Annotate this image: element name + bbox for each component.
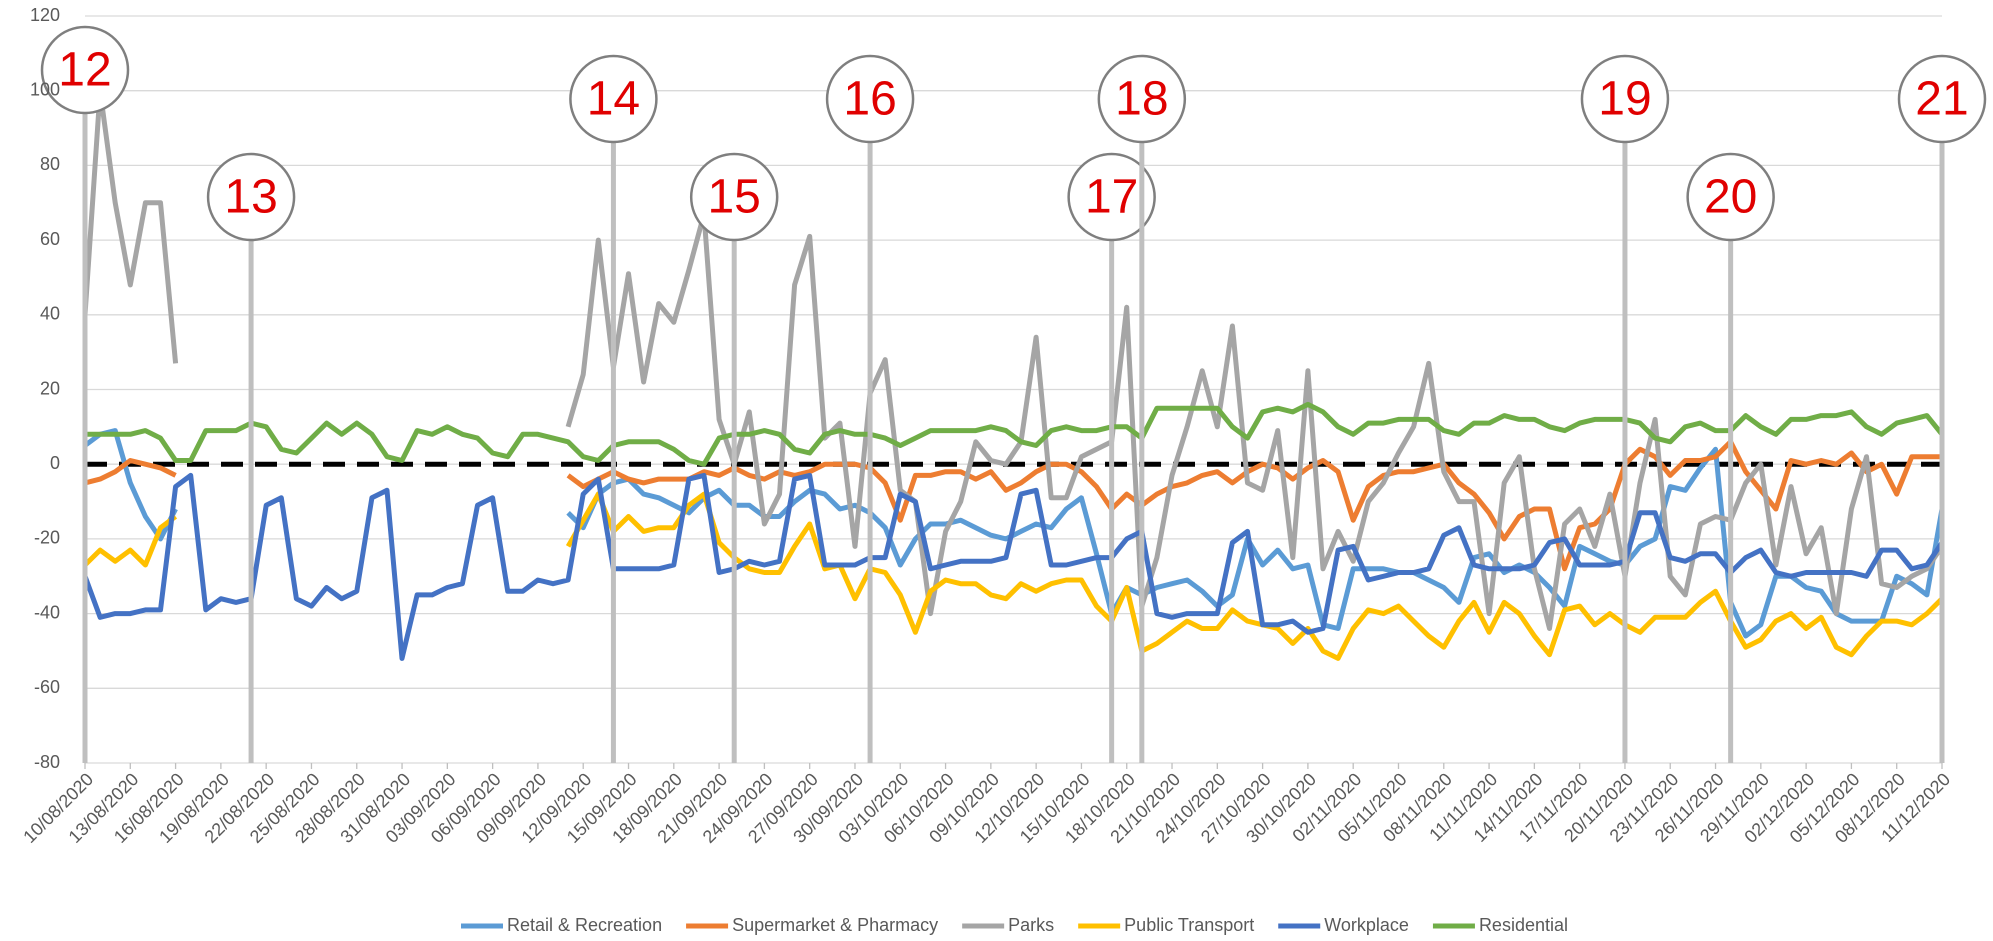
series-line — [84, 439, 1942, 572]
series-line — [82, 472, 1945, 661]
legend-item: Workplace — [1278, 915, 1409, 935]
y-tick-label: 0 — [50, 453, 60, 473]
legend-label: Public Transport — [1124, 915, 1254, 935]
legend-item: Supermarket & Pharmacy — [686, 915, 938, 935]
annotation-circle — [1580, 54, 1670, 144]
annotations: 12 13 14 15 16 17 18 19 20 21 — [40, 25, 1987, 763]
legend-label: Residential — [1479, 915, 1568, 935]
annotation-circle — [206, 152, 296, 242]
annotation-circle — [689, 152, 779, 242]
annotation-label: 17 — [1085, 171, 1138, 224]
legend-item: Public Transport — [1078, 915, 1254, 935]
series-line — [85, 401, 1944, 467]
annotation-circle — [825, 54, 915, 144]
legend-label: Workplace — [1324, 915, 1409, 935]
annotation-label: 19 — [1598, 73, 1651, 126]
annotation-label: 15 — [707, 171, 760, 224]
y-tick-label: 20 — [40, 378, 60, 398]
legend-label: Supermarket & Pharmacy — [732, 915, 938, 935]
annotation-label: 13 — [224, 171, 277, 224]
legend-item: Retail & Recreation — [461, 915, 662, 935]
y-tick-label: 100 — [30, 79, 60, 99]
annotation-circle — [1686, 152, 1775, 242]
annotation-circle — [1897, 54, 1987, 144]
y-tick-label: -20 — [34, 528, 60, 548]
y-tick-label: 120 — [30, 5, 60, 25]
series-line — [83, 491, 1944, 661]
annotation-circle — [1067, 152, 1156, 242]
annotation-circle — [1097, 54, 1187, 144]
annotation-label: 18 — [1115, 73, 1168, 126]
y-tick-label: -40 — [34, 602, 60, 622]
annotation-label: 20 — [1704, 171, 1757, 224]
annotation-label: 21 — [1915, 73, 1968, 126]
legend: Retail & Recreation Supermarket & Pharmac… — [461, 915, 1568, 935]
legend-item: Parks — [962, 915, 1054, 935]
legend-item: Residential — [1432, 915, 1568, 935]
y-tick-label: 80 — [40, 154, 60, 174]
y-tick-label: 40 — [40, 304, 60, 324]
y-tick-label: -60 — [34, 677, 60, 697]
annotation-label: 16 — [843, 73, 896, 126]
annotation-circle — [569, 54, 658, 144]
y-tick-label: 60 — [40, 229, 60, 249]
y-tick-label: -80 — [34, 752, 60, 772]
annotation-label: 12 — [58, 44, 111, 97]
legend-label: Retail & Recreation — [507, 915, 662, 935]
annotation-label: 14 — [587, 73, 640, 126]
legend-label: Parks — [1008, 915, 1054, 935]
annotation-circle — [40, 25, 130, 115]
plot-lines — [82, 88, 1945, 661]
